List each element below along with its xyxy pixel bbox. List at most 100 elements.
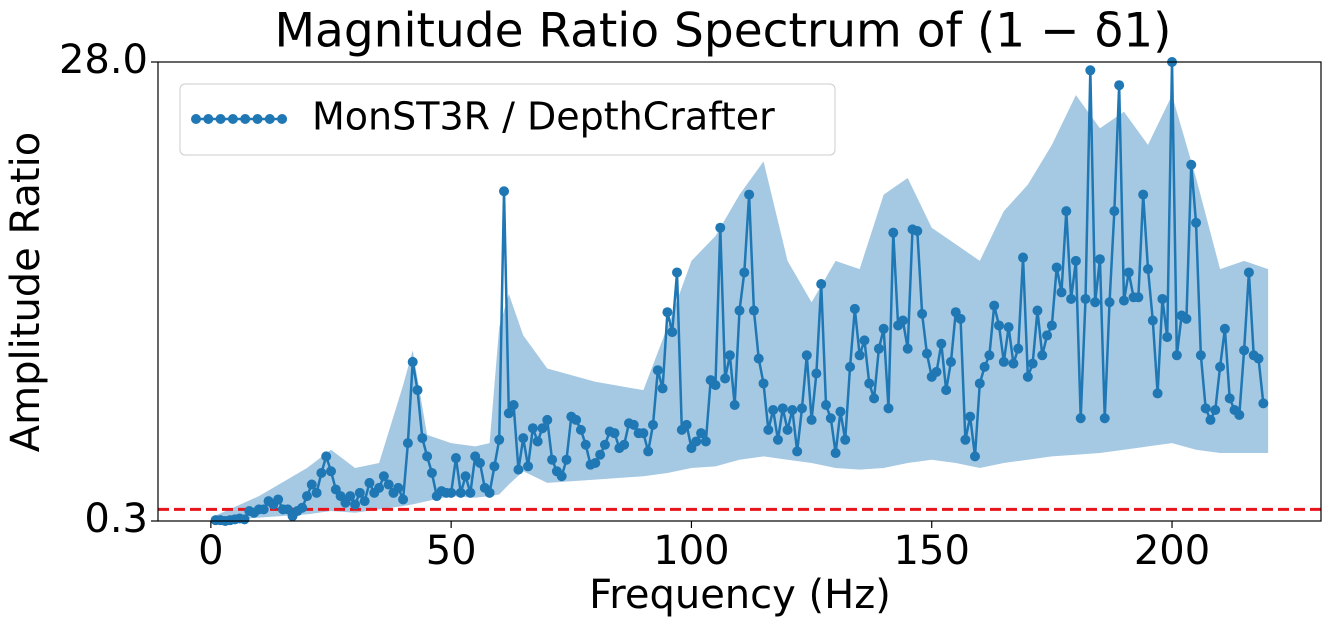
legend-marker — [191, 114, 201, 124]
data-point — [1099, 413, 1110, 424]
data-point — [821, 400, 832, 411]
data-point — [1239, 345, 1250, 356]
legend-marker — [215, 114, 226, 124]
data-point — [830, 448, 841, 459]
data-point — [835, 406, 846, 417]
data-point — [556, 471, 567, 482]
data-point — [628, 419, 639, 430]
data-point — [532, 436, 543, 447]
data-point — [902, 343, 913, 354]
data-point — [1018, 252, 1029, 263]
legend-marker — [203, 114, 214, 124]
y-tick-label: 28.0 — [59, 37, 148, 83]
data-point — [979, 361, 990, 372]
data-point — [984, 350, 995, 361]
data-point — [1008, 358, 1019, 369]
data-point — [854, 350, 865, 361]
data-point — [796, 403, 807, 414]
data-point — [1138, 189, 1149, 200]
data-point — [1003, 322, 1014, 333]
data-point — [503, 408, 514, 419]
data-point — [864, 378, 875, 389]
data-point — [1243, 267, 1254, 278]
data-point — [720, 373, 731, 384]
data-point — [537, 423, 548, 434]
data-point — [696, 428, 707, 439]
data-point — [792, 446, 803, 457]
data-point — [825, 413, 836, 424]
data-point — [816, 279, 827, 290]
legend-marker — [240, 114, 251, 124]
data-point — [580, 439, 591, 450]
x-tick-label: 100 — [653, 528, 729, 574]
data-point — [619, 439, 630, 450]
x-tick-label: 0 — [198, 528, 223, 574]
legend-marker — [277, 114, 288, 124]
data-point — [883, 403, 894, 414]
data-point — [465, 487, 476, 498]
data-point — [691, 436, 702, 447]
data-point — [806, 414, 817, 425]
data-point — [1051, 262, 1062, 273]
data-point — [1191, 217, 1202, 228]
data-point — [359, 496, 370, 507]
data-point — [869, 393, 880, 404]
data-point — [921, 348, 932, 359]
data-point — [1066, 293, 1077, 304]
data-point — [412, 385, 423, 396]
data-point — [1109, 206, 1120, 217]
data-point — [710, 380, 721, 391]
data-point — [1195, 350, 1206, 361]
data-point — [450, 453, 461, 464]
data-point — [527, 423, 538, 434]
data-point — [1094, 254, 1105, 265]
data-point — [965, 411, 976, 422]
data-point — [374, 482, 385, 493]
data-point — [1118, 295, 1129, 306]
data-point — [1022, 371, 1033, 382]
data-point — [542, 414, 553, 425]
data-point — [393, 482, 404, 493]
data-point — [734, 305, 745, 316]
data-point — [638, 428, 649, 439]
data-point — [609, 428, 620, 439]
data-point — [599, 439, 610, 450]
data-point — [378, 471, 389, 482]
data-point — [345, 491, 356, 502]
data-point — [1147, 315, 1158, 326]
data-point — [326, 466, 337, 477]
data-point — [402, 438, 413, 449]
data-point — [969, 451, 980, 462]
data-point — [859, 335, 870, 346]
data-point — [1061, 206, 1072, 217]
data-point — [383, 479, 394, 490]
data-point — [849, 303, 860, 314]
data-point — [845, 361, 856, 372]
data-point — [258, 504, 269, 515]
data-point — [998, 356, 1009, 367]
data-point — [1080, 293, 1091, 304]
data-point — [1234, 409, 1245, 420]
data-point — [508, 400, 519, 411]
data-point — [350, 499, 361, 510]
data-point — [1075, 413, 1086, 424]
data-point — [912, 226, 923, 237]
data-point — [744, 189, 755, 200]
data-point — [1210, 404, 1221, 415]
data-point — [1186, 159, 1197, 170]
data-point — [700, 436, 711, 447]
data-point — [1205, 414, 1216, 425]
x-axis-label: Frequency (Hz) — [589, 572, 891, 618]
data-point — [931, 366, 942, 377]
data-point — [729, 400, 740, 411]
y-tick-label: 0.3 — [84, 496, 148, 542]
data-point — [672, 267, 683, 278]
data-point — [1224, 393, 1235, 404]
data-point — [1162, 332, 1173, 343]
data-point — [1157, 293, 1168, 304]
data-point — [878, 323, 889, 334]
data-point — [571, 414, 582, 425]
data-point — [321, 451, 332, 462]
data-point — [455, 487, 466, 498]
